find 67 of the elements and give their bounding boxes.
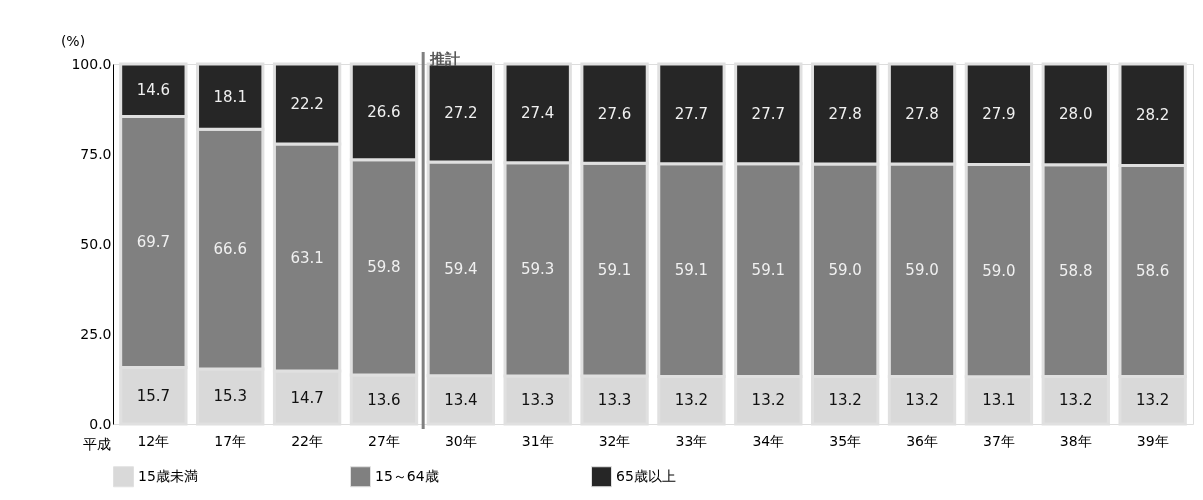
data-label: 58.8	[1059, 261, 1093, 280]
data-label: 14.6	[136, 81, 171, 100]
data-label: 28.2	[1135, 105, 1170, 124]
y-tick-label: 100.0	[71, 55, 112, 72]
data-label: 13.2	[674, 391, 709, 410]
data-label: 26.6	[367, 102, 401, 121]
data-label: 27.4	[520, 104, 555, 123]
data-label: 13.2	[751, 391, 786, 410]
x-tick-label: 30年	[444, 432, 477, 449]
data-label: 27.7	[751, 104, 786, 123]
x-tick-label: 37年	[982, 432, 1015, 449]
y-tick-label: 0.0	[89, 415, 112, 432]
data-label: 15.3	[213, 387, 247, 406]
data-label: 27.2	[444, 103, 478, 122]
data-label: 15.7	[136, 386, 171, 405]
x-tick-label: 39年	[1136, 432, 1169, 449]
data-label: 27.7	[674, 104, 709, 123]
x-tick-label: 35年	[829, 432, 862, 449]
data-label: 27.8	[828, 105, 862, 124]
data-label: 59.4	[444, 259, 478, 278]
x-tick-label: 38年	[1059, 432, 1092, 449]
data-label: 13.4	[444, 390, 478, 409]
y-tick-label: 25.0	[80, 325, 112, 342]
text: 平成	[83, 436, 111, 452]
data-label: 58.6	[1135, 262, 1170, 280]
data-label: 13.1	[982, 391, 1016, 410]
data-label: 66.6	[213, 240, 247, 259]
data-label: 13.6	[367, 390, 401, 409]
x-tick-label: 33年	[675, 432, 708, 449]
x-tick-label: 34年	[752, 432, 785, 449]
data-label: 28.0	[1059, 105, 1093, 124]
x-tick-label: 32年	[598, 432, 631, 449]
legend-label: 15歳未満	[138, 467, 198, 484]
data-label: 27.6	[597, 104, 632, 123]
legend-label: 65歳以上	[616, 467, 676, 484]
data-label: 59.0	[982, 261, 1016, 280]
data-label: 59.1	[597, 260, 632, 279]
data-label: 59.0	[905, 261, 939, 280]
x-tick-label: 31年	[521, 432, 554, 449]
data-label: 59.0	[828, 261, 862, 280]
data-label: 63.1	[290, 248, 324, 267]
y-tick-label: 75.0	[80, 145, 112, 162]
x-tick-label: 22年	[291, 432, 324, 449]
x-tick-label: 27年	[368, 432, 400, 449]
data-label: 59.8	[367, 258, 401, 277]
data-label: 27.8	[905, 105, 939, 124]
data-label: 14.7	[290, 388, 324, 407]
data-label: 22.2	[290, 94, 324, 113]
legend-label: 15～64歳	[375, 467, 439, 484]
data-label: 13.2	[905, 391, 939, 410]
data-label: 13.2	[1059, 391, 1093, 410]
data-label: 13.3	[520, 391, 555, 410]
data-label: 18.1	[213, 87, 247, 106]
x-tick-label: 36年	[906, 432, 938, 449]
annotation: 推計	[429, 50, 461, 68]
data-label: 59.1	[751, 261, 786, 280]
x-tick-label: 12年	[137, 432, 170, 449]
data-label: 13.2	[1135, 391, 1170, 410]
y-tick-label: 50.0	[80, 235, 112, 252]
y-axis-title: (%)	[60, 33, 86, 49]
data-label: 59.3	[520, 260, 555, 279]
data-label: 13.3	[597, 391, 632, 410]
data-label: 69.7	[136, 233, 171, 252]
data-label: 59.1	[674, 261, 709, 280]
data-label: 13.2	[828, 391, 862, 410]
data-label: 27.9	[982, 105, 1016, 124]
x-tick-label: 17年	[214, 432, 247, 449]
